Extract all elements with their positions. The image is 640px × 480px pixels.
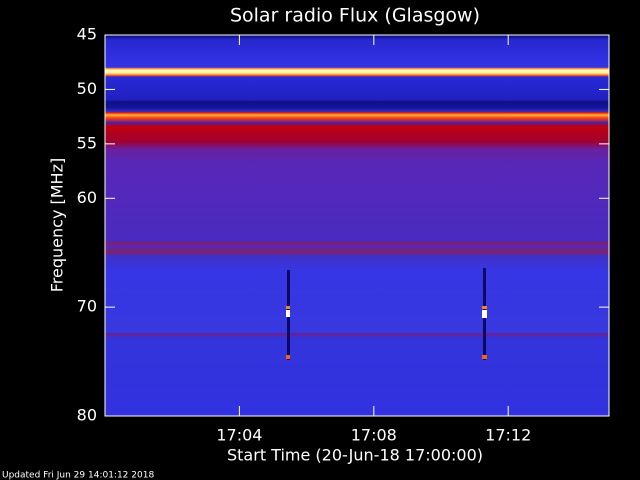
burst-edge — [286, 355, 290, 359]
plot-frame — [104, 34, 610, 417]
burst-edge — [286, 306, 290, 309]
y-tick-label: 60 — [77, 188, 97, 207]
x-tick-label: 17:08 — [351, 426, 397, 445]
x-tick-label: 17:12 — [485, 426, 531, 445]
y-tick-label: 45 — [77, 25, 97, 44]
x-tick-label: 17:04 — [216, 426, 262, 445]
bursts — [286, 268, 487, 360]
burst-core — [482, 310, 487, 318]
spectrogram — [105, 35, 609, 416]
y-tick-label: 80 — [77, 406, 97, 425]
burst-edge — [482, 355, 487, 359]
y-axis-label: Frequency [MHz] — [48, 158, 67, 292]
chart-title: Solar radio Flux (Glasgow) — [230, 5, 480, 27]
burst-edge — [482, 306, 487, 309]
x-axis-label: Start Time (20-Jun-18 17:00:00) — [227, 446, 483, 465]
burst-core — [286, 310, 290, 317]
y-tick-label: 55 — [77, 133, 97, 152]
footer: Updated Fri Jun 29 14:01:12 2018 — [2, 471, 154, 480]
y-tick-label: 50 — [77, 79, 97, 98]
y-tick-label: 70 — [77, 297, 97, 316]
